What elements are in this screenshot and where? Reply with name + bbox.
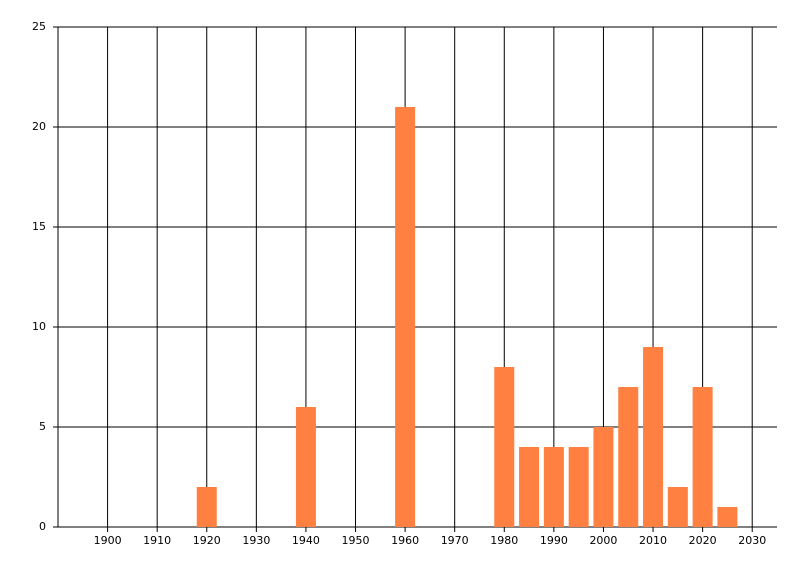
y-tick-label: 20	[32, 120, 46, 133]
bar	[593, 427, 614, 527]
x-tick-label: 1990	[540, 534, 568, 547]
bar	[519, 447, 540, 527]
bar	[543, 447, 564, 527]
x-tick-label: 1930	[242, 534, 270, 547]
bar	[568, 447, 589, 527]
bar	[295, 407, 316, 527]
x-tick-label: 1950	[342, 534, 370, 547]
x-tick-label: 2020	[689, 534, 717, 547]
bar	[395, 107, 416, 527]
bar	[717, 507, 738, 527]
x-tick-label: 1970	[441, 534, 469, 547]
y-tick-label: 15	[32, 220, 46, 233]
x-tick-label: 1960	[391, 534, 419, 547]
x-tick-label: 2000	[589, 534, 617, 547]
x-tick-label: 2030	[738, 534, 766, 547]
bar	[494, 367, 515, 527]
x-tick-label: 2010	[639, 534, 667, 547]
bar	[692, 387, 713, 527]
bar	[643, 347, 664, 527]
x-tick-label: 1980	[490, 534, 518, 547]
y-tick-label: 10	[32, 320, 46, 333]
bar	[667, 487, 688, 527]
bar	[196, 487, 217, 527]
y-tick-label: 25	[32, 20, 46, 33]
x-tick-label: 1940	[292, 534, 320, 547]
y-tick-label: 0	[39, 520, 46, 533]
x-tick-label: 1920	[193, 534, 221, 547]
bar	[618, 387, 639, 527]
x-tick-label: 1910	[143, 534, 171, 547]
x-tick-label: 1900	[94, 534, 122, 547]
y-tick-label: 5	[39, 420, 46, 433]
